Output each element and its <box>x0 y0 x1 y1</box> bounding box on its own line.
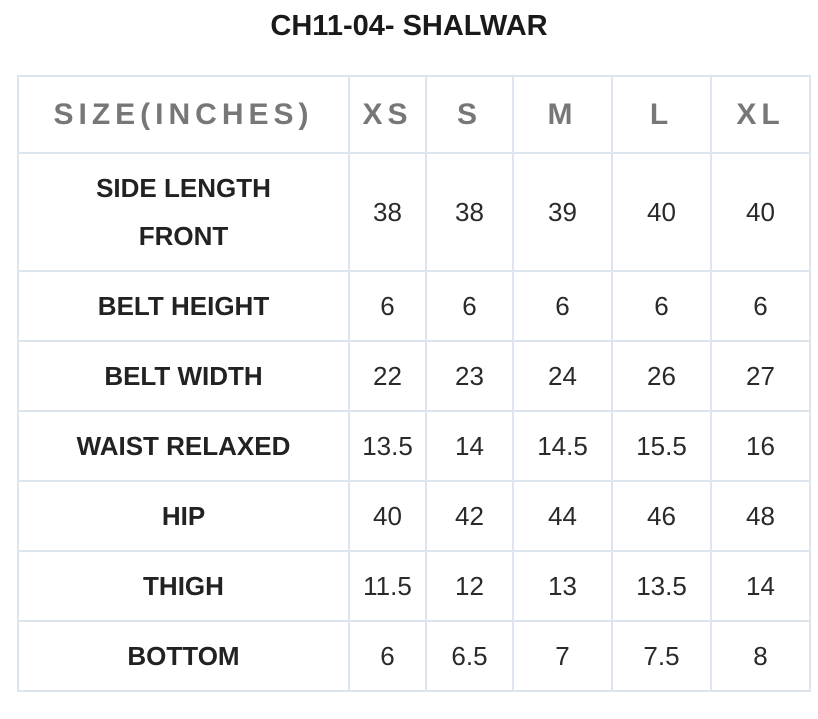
header-cell: SIZE(INCHES) <box>17 75 350 154</box>
table-header: SIZE(INCHES) XS S M L XL <box>17 75 811 154</box>
size-value: 23 <box>425 340 514 412</box>
table-row: SIDE LENGTH FRONT 38 38 39 40 40 <box>17 152 811 272</box>
size-value: 13.5 <box>348 410 427 482</box>
header-cell: XS <box>348 75 427 154</box>
size-value: 42 <box>425 480 514 552</box>
size-value: 6 <box>425 270 514 342</box>
size-value: 48 <box>710 480 811 552</box>
header-cell: S <box>425 75 514 154</box>
size-value: 38 <box>425 152 514 272</box>
table-row: WAIST RELAXED 13.5 14 14.5 15.5 16 <box>17 410 811 482</box>
header-cell: XL <box>710 75 811 154</box>
size-value: 6 <box>348 270 427 342</box>
size-value: 13 <box>512 550 613 622</box>
size-value: 6 <box>512 270 613 342</box>
size-value: 6 <box>611 270 712 342</box>
row-label: HIP <box>17 480 350 552</box>
size-value: 6.5 <box>425 620 514 692</box>
size-value: 11.5 <box>348 550 427 622</box>
size-value: 14 <box>425 410 514 482</box>
size-value: 27 <box>710 340 811 412</box>
table-row: BELT WIDTH 22 23 24 26 27 <box>17 340 811 412</box>
row-label: BOTTOM <box>17 620 350 692</box>
header-cell: M <box>512 75 613 154</box>
row-label: BELT HEIGHT <box>17 270 350 342</box>
row-label: THIGH <box>17 550 350 622</box>
table-row: BELT HEIGHT 6 6 6 6 6 <box>17 270 811 342</box>
size-value: 6 <box>348 620 427 692</box>
size-value: 8 <box>710 620 811 692</box>
size-value: 14.5 <box>512 410 613 482</box>
size-value: 24 <box>512 340 613 412</box>
row-label: WAIST RELAXED <box>17 410 350 482</box>
size-value: 16 <box>710 410 811 482</box>
size-value: 40 <box>348 480 427 552</box>
size-value: 12 <box>425 550 514 622</box>
size-value: 14 <box>710 550 811 622</box>
header-row: SIZE(INCHES) XS S M L XL <box>17 75 811 154</box>
table-row: BOTTOM 6 6.5 7 7.5 8 <box>17 620 811 692</box>
header-cell: L <box>611 75 712 154</box>
size-value: 7 <box>512 620 613 692</box>
size-value: 40 <box>710 152 811 272</box>
size-table: SIZE(INCHES) XS S M L XL SIDE LENGTH FRONT 38 3… <box>17 75 811 692</box>
size-value: 39 <box>512 152 613 272</box>
row-label: SIDE LENGTH FRONT <box>17 152 350 272</box>
title: CH11-04- SHALWAR <box>270 10 548 42</box>
size-value: 40 <box>611 152 712 272</box>
table-body: SIDE LENGTH FRONT 38 38 39 40 40 BELT HEIGHT 6 6… <box>17 152 811 692</box>
size-value: 38 <box>348 152 427 272</box>
size-value: 46 <box>611 480 712 552</box>
size-value: 7.5 <box>611 620 712 692</box>
table-row: THIGH 11.5 12 13 13.5 14 <box>17 550 811 622</box>
size-value: 15.5 <box>611 410 712 482</box>
size-value: 6 <box>710 270 811 342</box>
size-value: 13.5 <box>611 550 712 622</box>
row-label: BELT WIDTH <box>17 340 350 412</box>
size-value: 26 <box>611 340 712 412</box>
size-value: 44 <box>512 480 613 552</box>
size-value: 22 <box>348 340 427 412</box>
table-row: HIP 40 42 44 46 48 <box>17 480 811 552</box>
